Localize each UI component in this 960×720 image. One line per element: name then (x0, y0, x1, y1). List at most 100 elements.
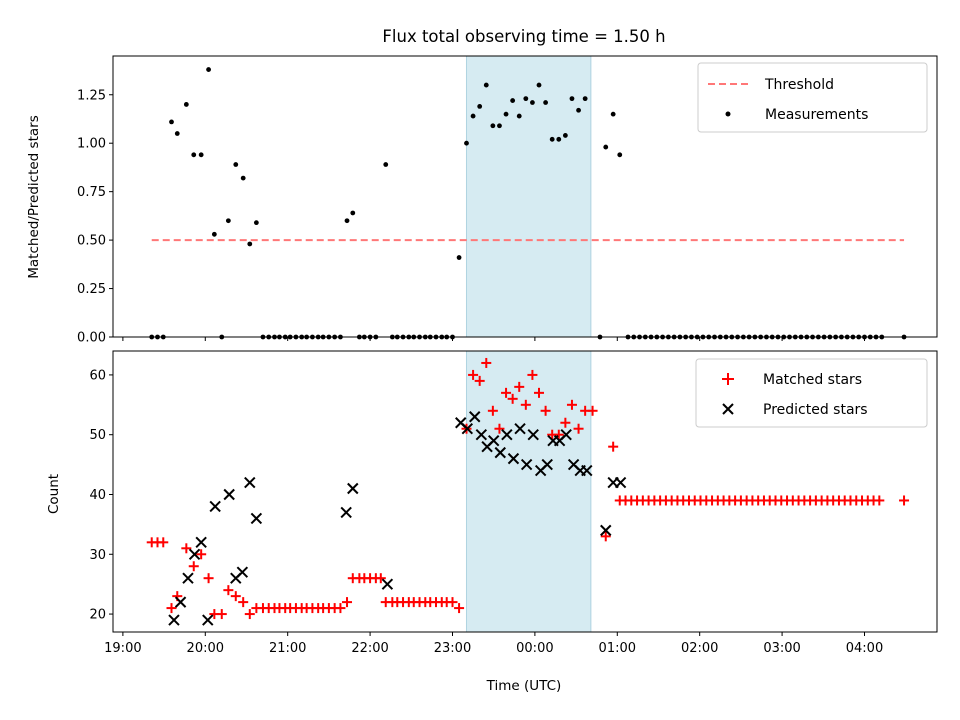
predicted-point (560, 428, 572, 441)
axes-frame-top (112, 55, 938, 338)
data-point (516, 113, 522, 119)
predicted-point (541, 458, 553, 471)
predicted-point (600, 524, 612, 537)
data-point (576, 107, 581, 113)
ytick-label: 0.50 (77, 234, 106, 249)
xtick-label: 00:00 (516, 641, 553, 656)
ylabel-bottom: Count (46, 474, 62, 514)
xtick-label: 02:00 (681, 641, 718, 656)
legend-predicted-swatch (722, 403, 734, 415)
predicted-point (188, 548, 201, 560)
matched-point (608, 441, 619, 452)
data-point (211, 231, 217, 237)
chart-title: Flux total observing time = 1.50 h (382, 27, 665, 46)
data-point (344, 218, 350, 224)
data-point (383, 162, 389, 167)
matched-point (375, 573, 386, 584)
matched-point (600, 531, 611, 542)
legend-matched-swatch (722, 373, 734, 385)
xtick-label: 03:00 (763, 641, 800, 656)
legend-matched-label: Matched stars (763, 372, 862, 388)
matched-point (203, 573, 214, 584)
legend-measurements-label: Measurements (765, 107, 868, 123)
matched-point (520, 399, 531, 410)
ytick-label: 20 (89, 608, 106, 623)
predicted-point (250, 512, 263, 525)
ytick-label: 30 (89, 548, 106, 563)
predicted-point (236, 566, 249, 578)
data-point (549, 136, 555, 142)
matched-point (230, 591, 241, 602)
xtick-label: 20:00 (187, 641, 224, 656)
data-point (490, 123, 496, 129)
legend-box-bottom (695, 358, 928, 428)
highlight-span-top (465, 55, 592, 338)
predicted-point (469, 411, 481, 423)
matched-point (540, 405, 551, 416)
data-point (483, 82, 489, 88)
panel-counts: 20 30 40 50 60 19:00 20:00 21:00 22:00 23:00 00:0… (46, 350, 938, 694)
predicted-point (182, 572, 194, 584)
matched-point (196, 549, 207, 560)
matched-point (501, 387, 512, 398)
predicted-point (244, 476, 256, 489)
data-point (247, 241, 253, 247)
matched-point (468, 369, 479, 380)
matched-point (874, 495, 885, 506)
matched-point (560, 417, 571, 428)
legend-predicted-label: Predicted stars (763, 402, 868, 418)
predicted-point (581, 464, 593, 477)
matched-point (447, 597, 458, 608)
ytick-label: 0.25 (77, 282, 106, 297)
data-point (464, 140, 469, 146)
matched-point (188, 561, 199, 572)
data-point (536, 82, 542, 88)
data-point (582, 96, 588, 102)
data-point (174, 131, 180, 136)
ytick-label: 60 (89, 368, 106, 383)
matched-point (566, 399, 577, 410)
matched-point (166, 603, 177, 614)
data-point (233, 162, 239, 167)
predicted-point (209, 500, 221, 513)
xtick-label: 01:00 (599, 641, 636, 656)
matched-point (573, 423, 584, 434)
predicted-point (494, 446, 506, 459)
data-point (253, 220, 259, 226)
axes-frame-bottom (112, 350, 938, 633)
matched-point (899, 495, 910, 506)
data-point (183, 102, 189, 107)
legend-measurements-swatch (725, 111, 731, 117)
legend-top: Threshold Measurements (697, 62, 928, 133)
matched-point (481, 357, 492, 368)
predicted-point (527, 428, 539, 441)
data-point (610, 111, 616, 117)
highlight-span-bottom (465, 350, 592, 633)
data-point (510, 98, 516, 103)
data-point (198, 152, 204, 158)
data-point (350, 210, 356, 216)
ytick-label: 40 (89, 488, 106, 503)
data-point (523, 96, 529, 102)
matched-point (216, 609, 227, 620)
matched-point (507, 393, 518, 404)
ylabel-top: Matched/Predicted stars (26, 115, 42, 278)
matched-point (238, 597, 249, 608)
predicted-point (202, 614, 214, 626)
xtick-label: 23:00 (434, 641, 471, 656)
matched-point (223, 585, 234, 596)
data-point (569, 96, 575, 102)
legend-box-top (697, 62, 928, 133)
xtick-label: 22:00 (351, 641, 388, 656)
predicted-point (381, 578, 394, 590)
matched-point (474, 375, 485, 386)
xlabel: Time (UTC) (486, 678, 562, 694)
data-point (206, 67, 211, 72)
data-point (225, 218, 231, 224)
matched-point (454, 603, 465, 614)
predicted-point (461, 423, 474, 435)
predicted-point (347, 482, 359, 495)
legend-threshold-label: Threshold (764, 77, 834, 93)
panel-ratio: 0.00 0.25 0.50 0.75 1.00 1.25 Matched/Predict… (26, 55, 938, 346)
